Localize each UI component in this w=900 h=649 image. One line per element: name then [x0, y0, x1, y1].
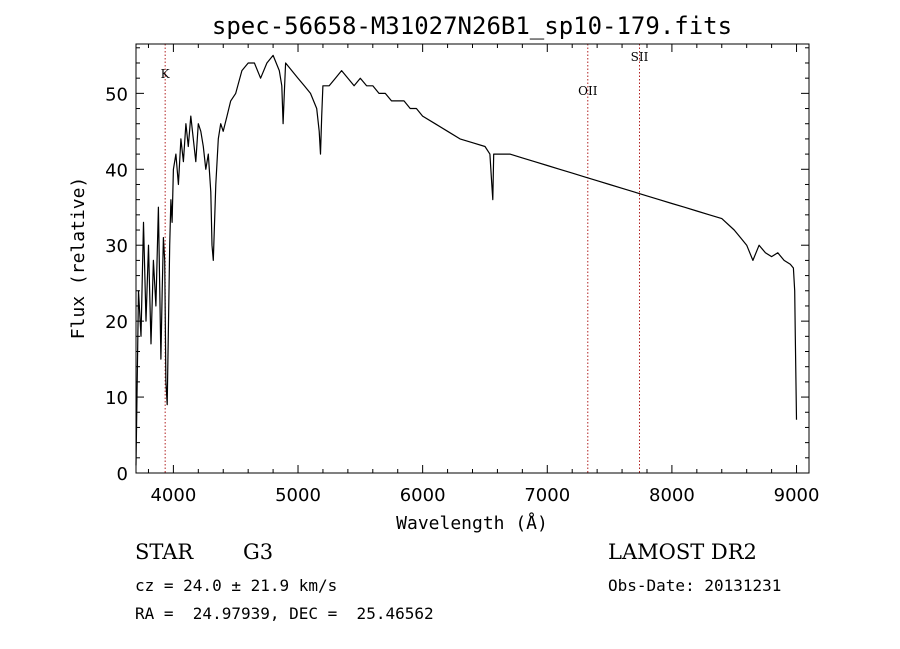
- y-tick-label: 20: [105, 312, 128, 333]
- x-tick-label: 6000: [400, 485, 446, 506]
- class-label: STAR: [135, 540, 194, 564]
- y-tick-label: 0: [117, 464, 128, 485]
- marker-label: K: [161, 67, 171, 81]
- x-tick-label: 9000: [774, 485, 820, 506]
- spectrum-series: [135, 54, 798, 466]
- coords-line: RA = 24.97939, DEC = 25.46562: [135, 604, 434, 623]
- spectrum-line: [135, 54, 798, 466]
- x-tick-label: 8000: [649, 485, 695, 506]
- line-markers: K OII SII: [161, 44, 649, 473]
- x-tick-label: 4000: [150, 485, 196, 506]
- marker-label: OII: [578, 84, 598, 98]
- x-tick-label: 7000: [524, 485, 570, 506]
- y-tick-label: 30: [105, 236, 128, 257]
- subclass-label: G3: [243, 540, 274, 564]
- spectrum-chart: spec-56658-M31027N26B1_sp10-179.fits Flu…: [68, 12, 819, 534]
- plot-frame: [135, 43, 810, 474]
- x-axis-label: Wavelength (Å): [396, 512, 548, 534]
- chart-title: spec-56658-M31027N26B1_sp10-179.fits: [212, 12, 732, 40]
- survey-label: LAMOST DR2: [608, 540, 757, 564]
- marker-label: SII: [631, 50, 649, 64]
- axis-ticks: 4000 5000 6000 7000 8000 9000 0 10 20 30 40 50: [105, 44, 819, 506]
- x-tick-label: 5000: [275, 485, 321, 506]
- y-axis-label: Flux (relative): [68, 177, 89, 340]
- y-tick-label: 10: [105, 388, 128, 409]
- obs-date-line: Obs-Date: 20131231: [608, 576, 782, 595]
- y-tick-label: 40: [105, 160, 128, 181]
- cz-line: cz = 24.0 ± 21.9 km/s: [135, 576, 338, 595]
- y-tick-label: 50: [105, 84, 128, 105]
